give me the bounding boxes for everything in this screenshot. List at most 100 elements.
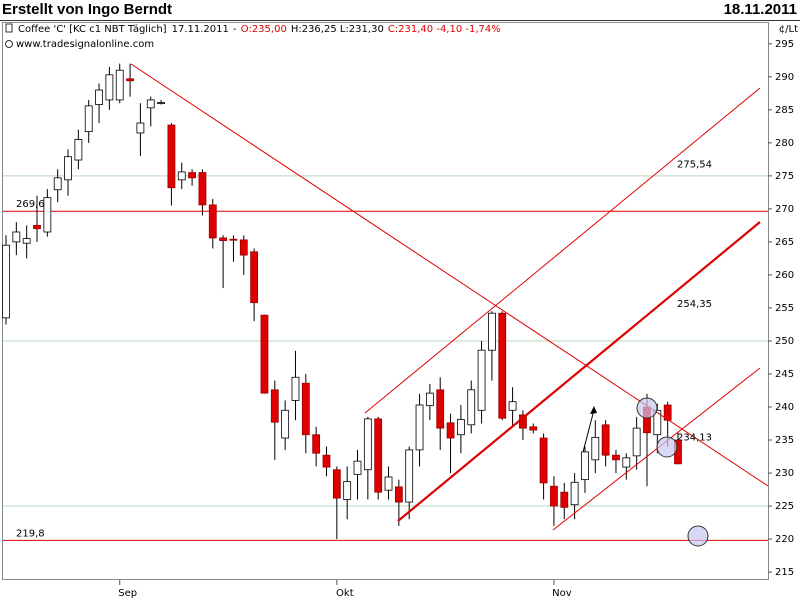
candle-body — [322, 454, 331, 468]
candle-body — [219, 237, 228, 241]
trend-label: 275,54 — [677, 159, 712, 170]
candle-body — [291, 376, 300, 401]
candle-body — [239, 239, 248, 256]
info-high-low: H:236,25 L:231,30 — [291, 24, 384, 35]
candle-body — [12, 231, 21, 243]
y-tick-label: 260 — [775, 270, 794, 281]
y-tick-label: 295 — [775, 39, 794, 50]
y-tick-label: 290 — [775, 72, 794, 83]
candle-body — [384, 476, 393, 491]
y-tick-label: 215 — [775, 567, 794, 578]
y-tick-label: 255 — [775, 303, 794, 314]
candle-body — [301, 382, 310, 436]
candle-body — [488, 312, 496, 351]
candle-body — [33, 224, 41, 230]
y-tick-label: 285 — [775, 105, 794, 116]
marker-circle — [636, 397, 658, 419]
trend-label: 254,35 — [677, 299, 712, 310]
x-tick-label: Nov — [552, 588, 572, 599]
candle-body — [560, 491, 569, 508]
y-tick-label: 220 — [775, 534, 794, 545]
arrow-head — [590, 406, 597, 414]
y-unit: ¢/Lt — [779, 24, 798, 35]
candle-body — [436, 389, 445, 429]
candle-body — [136, 122, 145, 134]
candle-body — [126, 78, 134, 82]
candle-body — [22, 238, 31, 244]
candle-body — [612, 454, 620, 461]
candle-body — [363, 418, 372, 471]
candle-body — [105, 74, 114, 101]
source-icon — [5, 40, 13, 48]
candle-body — [663, 404, 672, 421]
candle-body — [446, 422, 455, 439]
info-line: Coffee 'C' [KC c1 NBT Täglich] 17.11.2011… — [18, 24, 501, 35]
candle-body — [353, 460, 362, 475]
trend-label: 234,13 — [677, 433, 712, 444]
y-tick-label: 270 — [775, 204, 794, 215]
candle-body — [415, 404, 424, 451]
candle-body — [281, 409, 290, 439]
candle-body — [188, 172, 196, 179]
info-separator: - — [233, 24, 237, 35]
candle-body — [456, 419, 465, 436]
y-tick-label: 280 — [775, 138, 794, 149]
plot-area — [2, 22, 769, 580]
candle-body — [167, 124, 176, 189]
candle-body — [64, 156, 72, 181]
candle-body — [43, 197, 52, 233]
candle-body — [270, 389, 279, 423]
channel-lower — [552, 367, 761, 531]
candle-body — [622, 457, 631, 468]
candle-body — [394, 486, 403, 503]
info-open: O:235,00 — [241, 24, 287, 35]
candle-body — [425, 392, 434, 407]
candle-body — [146, 99, 155, 109]
marker-circle — [656, 436, 678, 458]
candle-body — [343, 481, 352, 500]
marker-circle — [687, 525, 709, 547]
candle-body — [374, 418, 383, 493]
candle-body — [74, 139, 83, 161]
candle-body — [2, 244, 10, 319]
candle-body — [591, 436, 600, 461]
candle-body — [177, 171, 186, 181]
x-tick-label: Okt — [336, 588, 354, 599]
level-label: 269,65 — [16, 199, 51, 210]
candle-body — [529, 426, 538, 431]
y-tick-label: 230 — [775, 468, 794, 479]
y-tick-label: 225 — [775, 501, 794, 512]
level-label: 219,8 — [16, 528, 45, 539]
resistance-line — [130, 63, 769, 487]
candle-body — [477, 349, 486, 411]
candle-body — [95, 89, 103, 105]
candle-body — [508, 401, 517, 411]
candle-body — [260, 314, 269, 394]
instrument: Coffee 'C' [KC c1 NBT Täglich] — [18, 24, 167, 35]
candle-body — [601, 424, 610, 456]
candle-body — [405, 449, 414, 503]
header-title: Erstellt von Ingo Berndt — [2, 1, 172, 18]
candle-body — [250, 251, 259, 304]
candle-body — [550, 485, 558, 507]
candle-body — [53, 177, 62, 191]
y-tick-label: 240 — [775, 402, 794, 413]
y-tick-label: 235 — [775, 435, 794, 446]
candle-body — [115, 69, 124, 101]
candle-body — [581, 451, 589, 481]
candle-body — [653, 409, 662, 436]
candle-body — [570, 481, 579, 506]
info-close: C:231,40 -4,10 -1,74% — [388, 24, 501, 35]
x-tick-label: Sep — [118, 588, 137, 599]
candle-body — [198, 172, 207, 206]
candle-body — [467, 389, 476, 426]
header-date: 18.11.2011 — [724, 1, 797, 18]
candle-body — [498, 312, 507, 419]
marks: 215 220 225 230 235 240 245 250 255 260 265 270 275 2… — [2, 39, 794, 599]
candle-body — [632, 427, 641, 457]
candle-body — [332, 469, 341, 499]
candle-body — [157, 102, 165, 104]
candle-body — [208, 204, 217, 239]
arrow — [582, 409, 595, 453]
